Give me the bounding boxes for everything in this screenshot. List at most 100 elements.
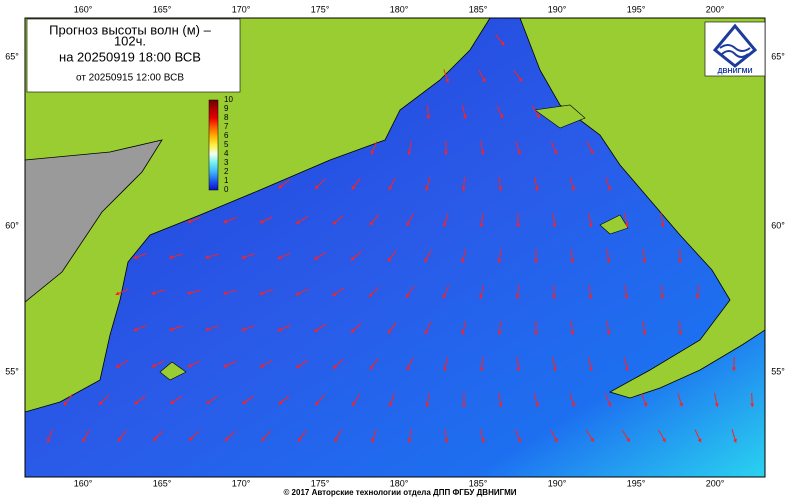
land-asia [24,17,491,413]
wave-arrow-head [515,223,521,227]
wave-arrow-head [624,295,629,299]
wave-arrow-head [334,438,339,443]
land-alaska [519,17,766,399]
wave-arrow-head [315,401,320,406]
wave-arrow-head [332,220,337,225]
wave-arrow-head [351,185,356,190]
wave-arrow-head [388,186,393,191]
lat-label-left: 65° [5,51,19,61]
lon-label-bottom: 200° [706,478,725,488]
wave-arrow-head [406,366,411,371]
wave-arrows [46,34,755,444]
lat-label-right: 65° [771,51,785,61]
wave-arrow-head [553,150,558,155]
wave-arrow-head [205,327,210,332]
wave-arrow-head [82,437,86,442]
wave-arrow-head [497,331,502,335]
wave-arrow-head [553,438,558,443]
lat-label-left: 60° [5,220,19,230]
colorbar-label: 6 [224,131,229,140]
wave-arrow-head [313,256,318,260]
wave-arrow-head [481,78,486,83]
wave-arrow-head [461,403,467,407]
wave-arrow-head [498,187,503,191]
wave-arrow-head [588,295,593,299]
wave-arrow-head [278,184,283,189]
colorbar [208,99,219,191]
wave-arrow-head [535,402,539,407]
wave-arrow-head [296,364,301,369]
wave-arrow-head [462,114,467,119]
wave-arrow-head [425,186,430,191]
wave-arrow-head [443,366,448,371]
wave-arrow-head [295,291,300,296]
wave-arrow-head [241,255,246,260]
wave-arrow-head [133,255,138,260]
wave-arrow-head [63,401,68,406]
wave-arrow-head [296,220,301,224]
colorbar-label: 4 [224,149,229,158]
wave-arrow-head [369,365,374,370]
wave-arrow-head [444,439,449,443]
wave-arrow-head [461,330,466,335]
wave-arrow-head [480,438,485,443]
wave-arrow-head [187,363,192,368]
colorbar-label: 5 [224,140,229,149]
wave-arrow-head [445,78,450,83]
wave-arrow-head [241,327,246,332]
lon-label-bottom: 160° [74,478,93,488]
wave-arrow-head [714,403,719,407]
wave-arrow-head [369,293,373,297]
wave-arrow-head [350,328,355,333]
wave-arrow-head [590,437,594,442]
wave-arrow-head [151,363,156,368]
wave-arrow-head [406,222,411,227]
title-line: 102ч. [114,33,146,48]
wave-arrow-head [533,259,539,263]
wave-arrow-head [369,221,374,226]
colorbar-label: 0 [224,185,229,194]
wave-arrow-head [571,402,576,407]
lon-label-top: 160° [74,4,93,14]
lon-label-bottom: 185° [469,478,488,488]
lon-label-bottom: 180° [390,478,409,488]
island [599,214,629,235]
issued-time: от 20250915 12:00 ВСВ [76,73,184,84]
wave-arrow-head [534,187,539,191]
wave-arrow-head [407,151,412,155]
wave-arrow-head [425,403,430,407]
wave-arrow-head [497,259,502,263]
wave-arrow-head [500,41,505,46]
wave-arrow-head [388,402,393,407]
wave-arrow-head [480,151,485,155]
wave-arrow-head [570,331,575,335]
colorbar-label: 7 [224,122,229,131]
wave-arrow-head [642,259,647,263]
lon-label-bottom: 190° [548,478,567,488]
wave-arrow-head [406,293,410,298]
wave-arrow-head [223,290,228,295]
wave-arrow-head [169,327,174,332]
lon-label-bottom: 175° [311,478,330,488]
logo-text: ДВНИГМИ [718,68,753,75]
wave-arrow-head [607,402,612,407]
wave-arrow-head [588,223,593,227]
wave-arrow-head [697,438,702,443]
colorbar-label: 2 [224,167,229,176]
wave-arrow-head [607,186,612,191]
colorbar-label: 10 [224,95,233,104]
wave-arrow-head [407,439,412,443]
wave-arrow-head [205,255,210,259]
wave-arrow-head [242,400,247,405]
wave-arrow-head [662,438,666,443]
wave-arrow-head [461,187,466,191]
wave-arrow-head [259,363,264,368]
lat-label-left: 55° [5,366,19,376]
wave-arrow-head [660,223,665,227]
wave-arrow-head [259,219,264,224]
wave-arrow-head [534,331,539,335]
wave-arrow-head [536,113,540,118]
wave-arrow-head [170,400,175,404]
wave-arrow-head [277,255,282,260]
